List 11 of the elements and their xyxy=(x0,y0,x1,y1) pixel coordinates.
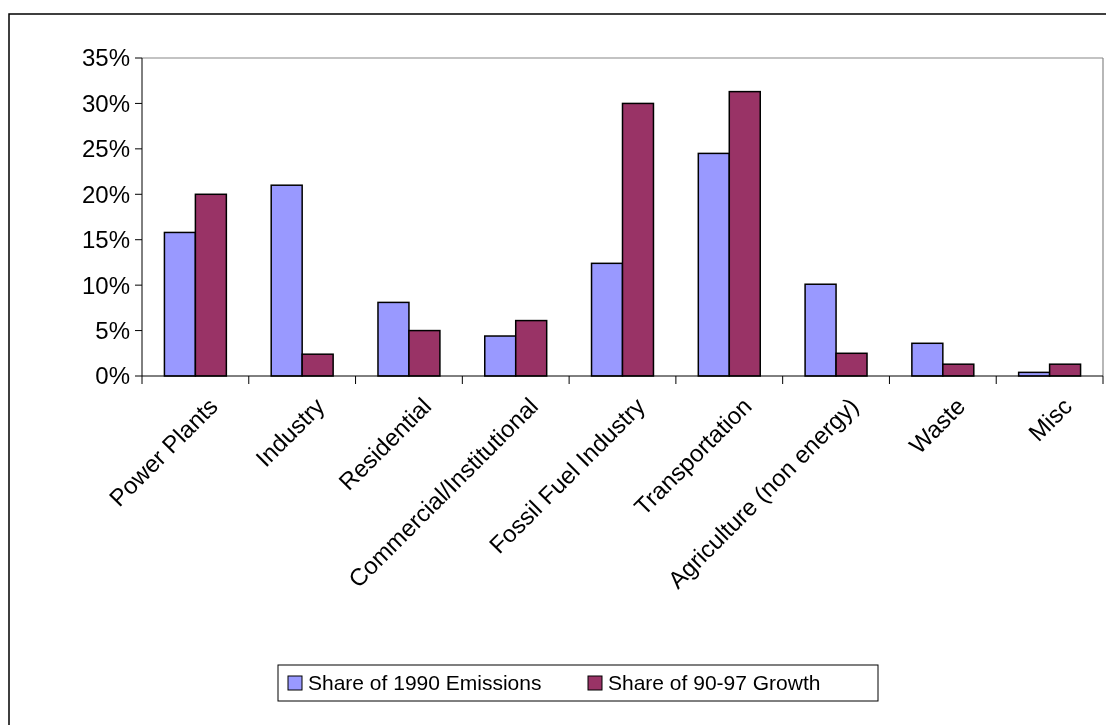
y-tick-label: 35% xyxy=(81,44,130,72)
legend-label: Share of 90-97 Growth xyxy=(608,671,821,695)
y-tick-label: 20% xyxy=(81,180,130,208)
x-tick-label: Misc xyxy=(1023,392,1078,447)
y-tick-label: 30% xyxy=(81,89,130,117)
y-tick-label: 10% xyxy=(81,271,130,299)
legend-label: Share of 1990 Emissions xyxy=(308,671,542,695)
y-tick-label: 5% xyxy=(95,316,130,344)
y-tick-label: 25% xyxy=(81,135,130,163)
y-tick-label: 15% xyxy=(81,226,130,254)
y-tick-label: 0% xyxy=(95,362,130,390)
